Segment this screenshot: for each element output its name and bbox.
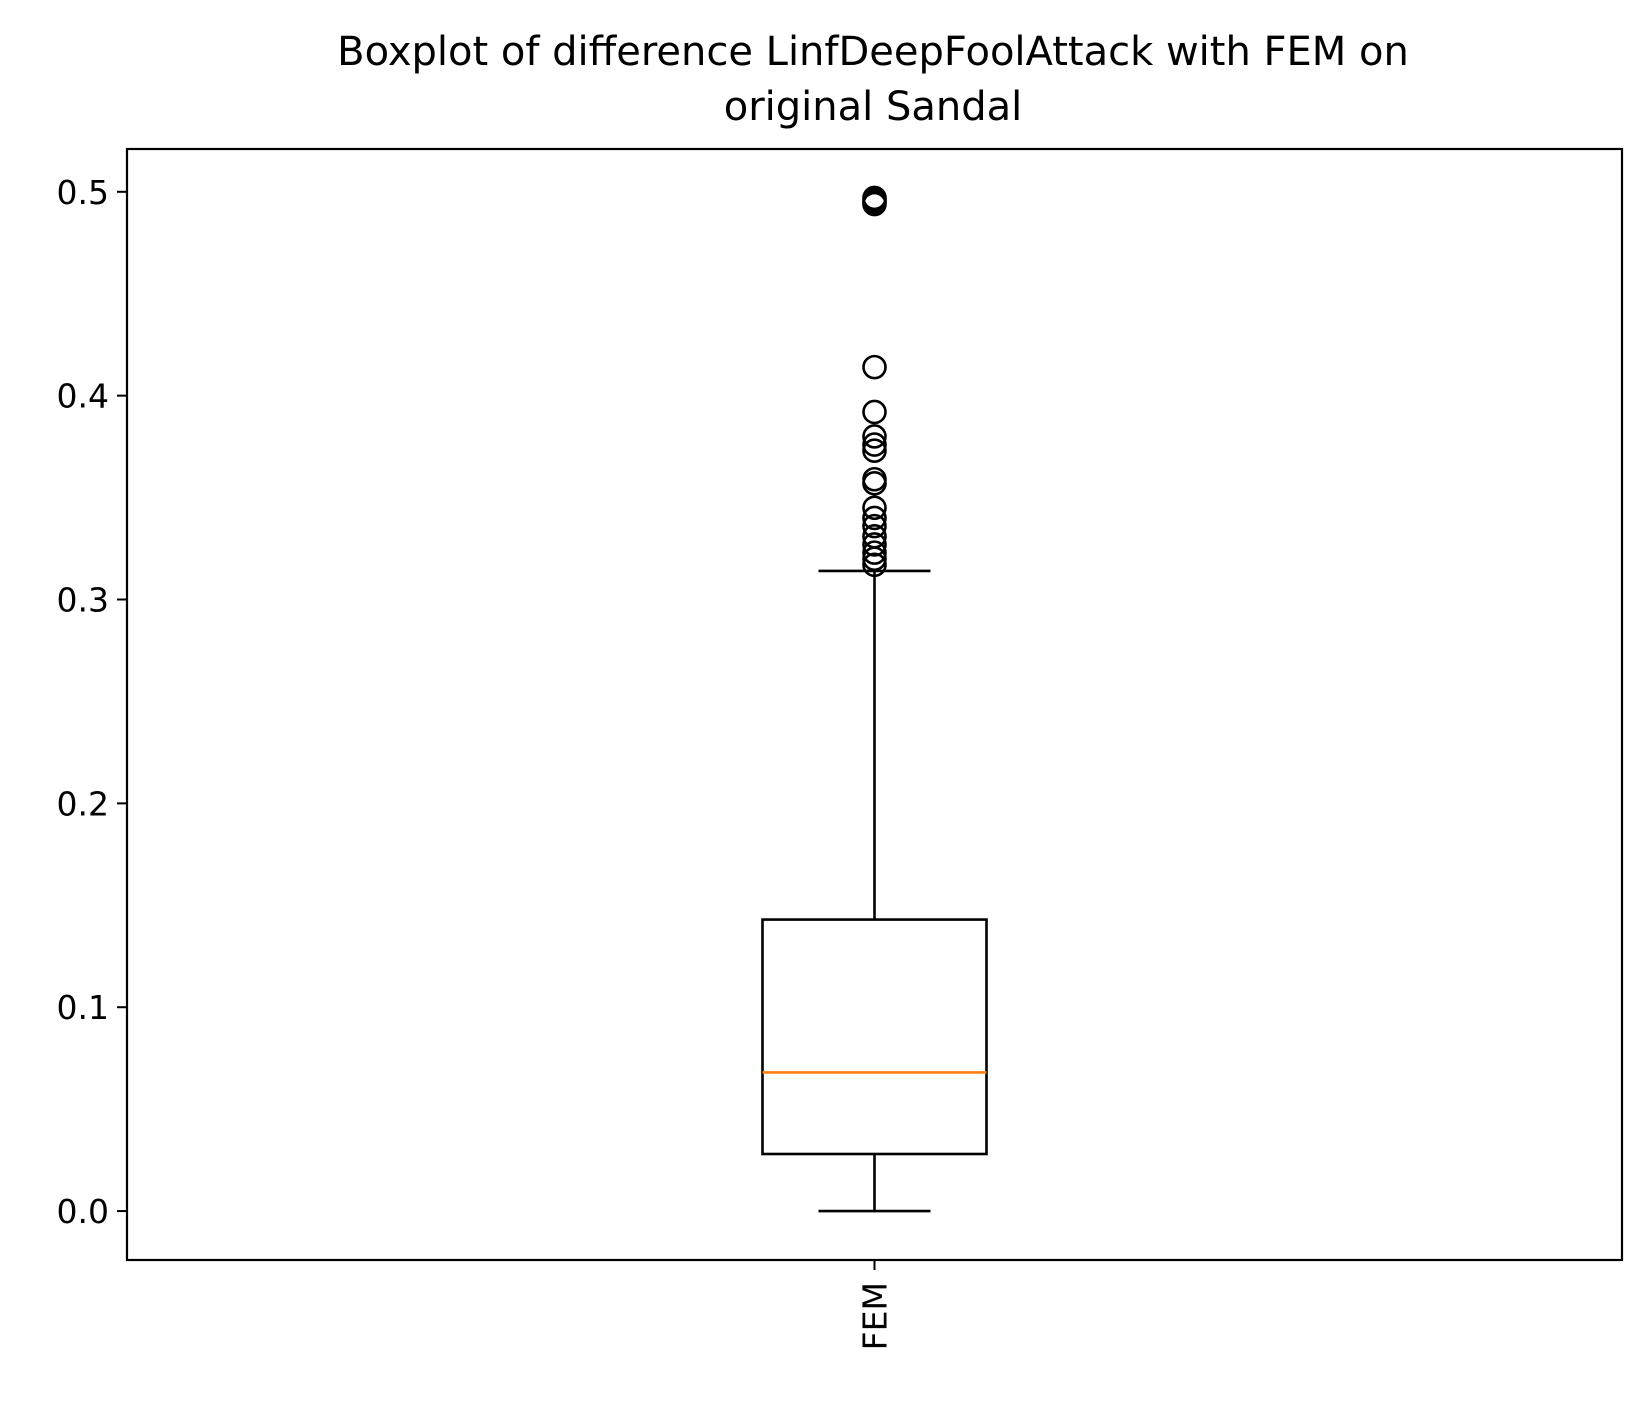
axis-layer: 0.0 0.1 0.2 0.3 0.4 0.5 FEM bbox=[57, 173, 895, 1351]
chart-title-line-1: Boxplot of difference LinfDeepFoolAttack… bbox=[337, 29, 1409, 75]
iqr-box bbox=[761, 918, 988, 1156]
outlier-point bbox=[862, 424, 887, 449]
y-tick-label: 0.1 bbox=[57, 988, 109, 1027]
outlier-point bbox=[862, 399, 887, 425]
outlier-point bbox=[862, 466, 887, 492]
outlier-point bbox=[862, 532, 887, 557]
outlier-point bbox=[862, 185, 887, 211]
outlier-point bbox=[862, 354, 887, 380]
outlier-point bbox=[862, 505, 887, 531]
y-tick-label: 0.5 bbox=[57, 173, 109, 212]
outlier-point bbox=[862, 513, 887, 539]
outlier-point bbox=[862, 438, 887, 464]
plot-area bbox=[761, 185, 988, 1213]
chart-title-line-2: original Sandal bbox=[724, 84, 1023, 130]
outlier-point bbox=[862, 524, 887, 549]
y-tick-label: 0.0 bbox=[57, 1192, 109, 1231]
x-tick-label: FEM bbox=[856, 1282, 895, 1350]
y-tick-label: 0.3 bbox=[57, 581, 109, 620]
y-tick-label: 0.2 bbox=[57, 784, 109, 823]
outlier-point bbox=[862, 540, 887, 565]
y-tick-label: 0.4 bbox=[57, 377, 109, 416]
outlier-point bbox=[862, 552, 887, 578]
outlier-point bbox=[862, 495, 887, 521]
outlier-point bbox=[862, 432, 887, 457]
